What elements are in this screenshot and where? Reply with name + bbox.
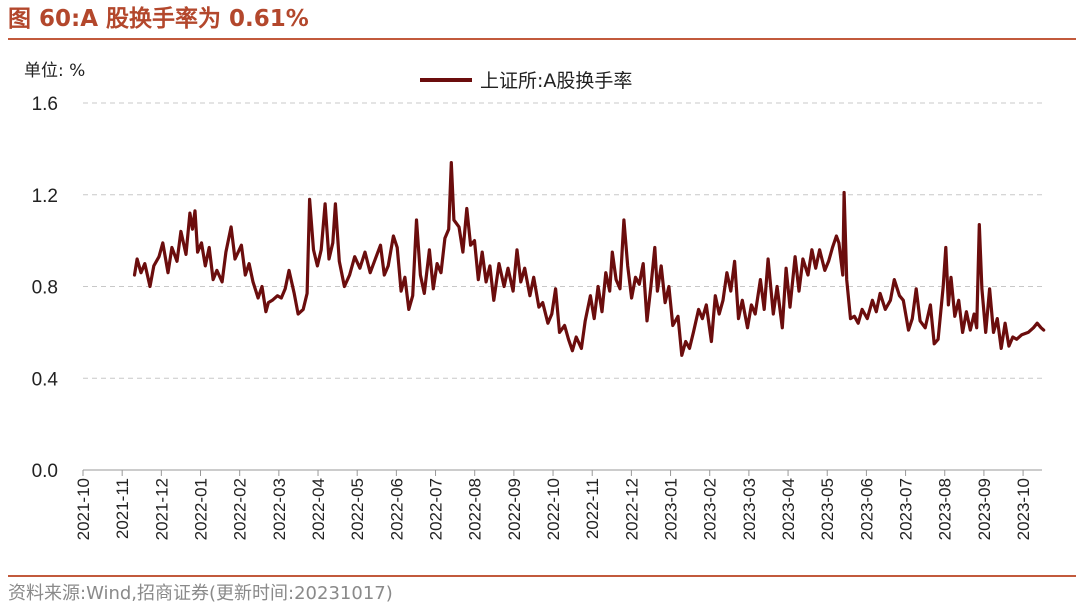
- x-axis: 2021-10 2021-11 2021-12 2022-01 2022-02 2022-…: [74, 469, 1042, 540]
- x-tick-label: 2022-05: [348, 478, 367, 540]
- x-tick-label: 2022-10: [544, 478, 563, 540]
- x-tick-label: 2023-02: [701, 478, 720, 540]
- x-tick-label: 2022-04: [309, 478, 328, 540]
- figure-title: 图 60:A 股换手率为 0.61%: [8, 6, 309, 32]
- gridlines: [83, 102, 1042, 379]
- y-tick-label: 1.6: [32, 94, 58, 115]
- x-tick-label: 2023-01: [662, 478, 681, 540]
- x-tick-label: 2023-08: [936, 478, 955, 540]
- turnover-line-chart: 单位: % 0.00.40.81.21.6 2021-10 2021-11 2021…: [24, 61, 1046, 540]
- y-tick-label: 1.2: [32, 186, 58, 207]
- x-tick-label: 2023-06: [857, 478, 876, 540]
- series-layer: [132, 161, 1046, 357]
- x-tick-label: 2023-04: [779, 478, 798, 540]
- x-tick-label: 2022-12: [622, 478, 641, 540]
- source-note: 资料来源:Wind,招商证券(更新时间:20231017): [8, 583, 393, 604]
- x-tick-label: 2021-12: [152, 478, 171, 540]
- x-tick-label: 2022-01: [192, 478, 211, 540]
- x-tick-label: 2022-11: [583, 478, 602, 539]
- x-tick-label: 2023-03: [740, 478, 759, 540]
- x-tick-label: 2023-09: [975, 478, 994, 540]
- x-tick-label: 2022-09: [505, 478, 524, 540]
- x-tick-label: 2022-08: [466, 478, 485, 540]
- x-tick-label: 2023-10: [1014, 478, 1033, 540]
- y-tick-label: 0.8: [32, 278, 58, 299]
- x-tick-label: 2023-05: [818, 478, 837, 540]
- legend: 上证所:A股换手率: [420, 70, 632, 92]
- series-line: [132, 161, 1046, 357]
- x-tick-label: 2021-10: [74, 478, 93, 540]
- y-tick-label: 0.0: [32, 461, 58, 482]
- y-unit-label: 单位: %: [24, 61, 85, 81]
- title-divider: [8, 38, 1076, 40]
- y-axis: 0.0 0.4 0.8 1.2 1.6: [32, 94, 59, 482]
- footer-divider: [8, 575, 1076, 577]
- x-tick-label: 2022-02: [231, 478, 250, 540]
- x-tick-label: 2022-07: [427, 478, 446, 540]
- y-tick-label: 0.4: [32, 369, 59, 390]
- x-tick-label: 2022-03: [270, 478, 289, 540]
- x-tick-label: 2022-06: [387, 478, 406, 540]
- legend-entry-label: 上证所:A股换手率: [480, 70, 632, 92]
- x-tick-label: 2021-11: [113, 478, 132, 539]
- x-tick-label: 2023-07: [897, 478, 916, 540]
